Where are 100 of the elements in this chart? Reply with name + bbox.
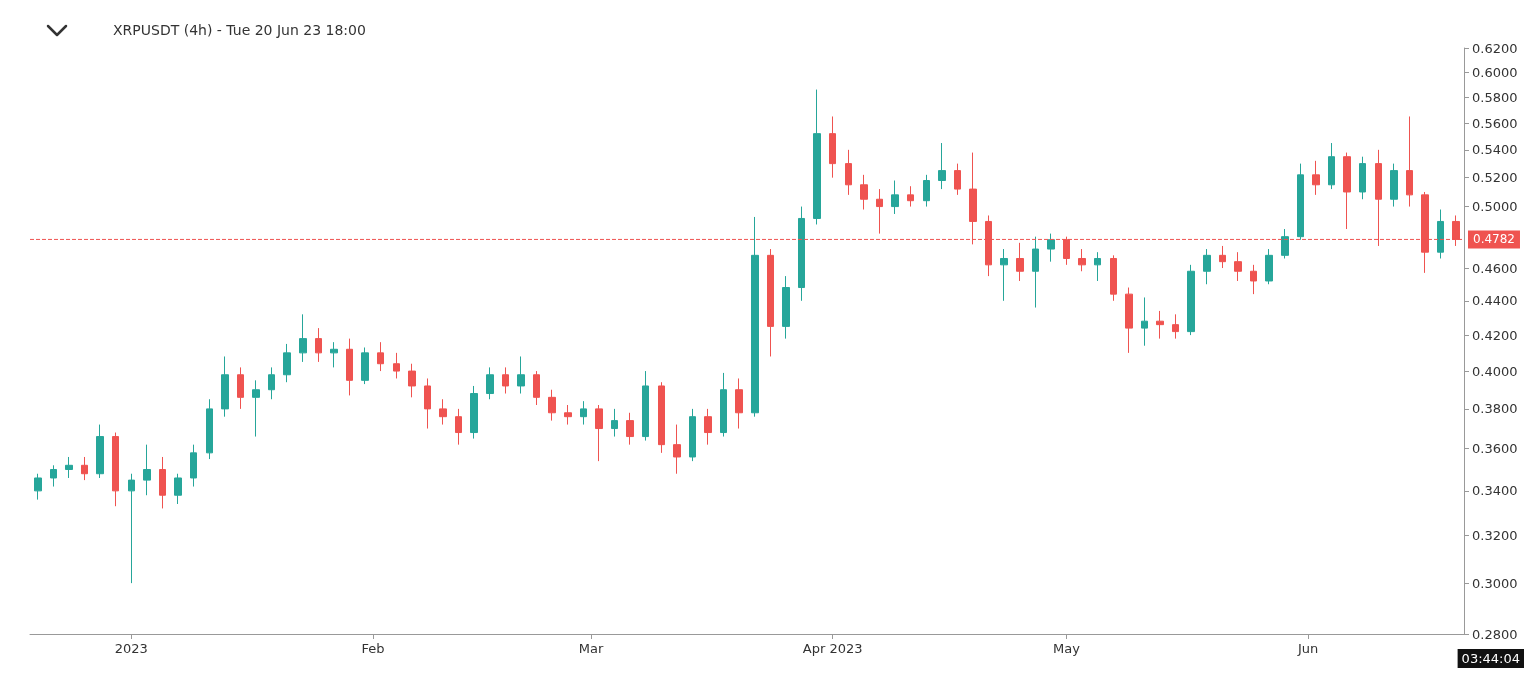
y-tick-label: 0.2800 — [1472, 626, 1518, 642]
y-tick-label: 0.4200 — [1472, 327, 1518, 343]
candlestick — [1359, 156, 1366, 200]
candlestick — [237, 366, 244, 410]
candlestick — [1125, 287, 1133, 354]
candlestick — [346, 338, 353, 396]
candlestick — [923, 174, 930, 208]
candlestick — [1016, 242, 1024, 282]
candlestick — [96, 424, 104, 479]
candlestick — [938, 142, 946, 190]
candlestick — [1328, 142, 1335, 190]
candlestick — [283, 343, 291, 383]
candlestick — [1312, 160, 1320, 196]
candlestick — [1032, 236, 1039, 309]
candlestick — [1172, 313, 1179, 340]
candlestick — [1297, 163, 1304, 241]
candlestick — [907, 185, 914, 208]
candlestick — [330, 341, 338, 368]
candlestick — [299, 313, 307, 363]
candlestick — [611, 408, 618, 438]
candlestick — [1406, 115, 1413, 208]
y-tick-label: 0.5600 — [1472, 115, 1518, 131]
candlestick — [143, 444, 151, 496]
y-tick-label: 0.4000 — [1472, 363, 1518, 379]
candlestick — [517, 355, 525, 395]
x-tick-label: Apr 2023 — [802, 641, 863, 656]
candlestick — [891, 180, 899, 215]
candlestick — [486, 366, 494, 400]
candlestick — [782, 275, 790, 340]
x-tick-label: Mar — [578, 641, 605, 656]
ref-line-label: 0.4782 — [1473, 232, 1515, 247]
candlestick — [424, 377, 431, 430]
x-tick-label: 2023 — [114, 641, 148, 656]
y-tick-label: 0.3400 — [1472, 483, 1518, 499]
candlestick — [735, 377, 743, 430]
candlestick — [65, 456, 73, 479]
candlestick — [845, 149, 852, 196]
candlestick — [439, 398, 447, 426]
x-tick-label: Jun — [1296, 641, 1319, 656]
y-tick-label: 0.5200 — [1472, 170, 1518, 186]
candlestick — [1141, 296, 1148, 347]
candlestick — [689, 408, 696, 462]
y-tick-label: 0.3800 — [1472, 401, 1518, 417]
candlestick — [1000, 248, 1008, 302]
candlestick — [829, 115, 836, 179]
candlestick — [580, 400, 587, 426]
candlestick — [50, 464, 57, 488]
y-tick-label: 0.4400 — [1472, 293, 1518, 309]
candlestick — [954, 163, 961, 196]
candlestick — [1219, 245, 1226, 269]
candlestick — [1343, 152, 1351, 230]
candlestick — [860, 174, 868, 211]
y-tick-label: 0.3000 — [1472, 575, 1518, 591]
candlestick — [221, 355, 229, 418]
candlestick — [455, 408, 462, 446]
candlestick — [268, 366, 275, 400]
candlestick — [626, 412, 634, 446]
candlestick — [1203, 248, 1211, 285]
candlestick — [673, 424, 681, 475]
candlestick — [377, 341, 384, 372]
candlestick — [393, 352, 400, 379]
candlestick — [751, 216, 759, 418]
y-tick-label: 0.5800 — [1472, 89, 1518, 105]
x-tick-label: May — [1053, 641, 1081, 656]
candlestick — [1110, 254, 1117, 302]
candlestick — [252, 379, 260, 438]
candlestick — [595, 404, 603, 462]
candlestick — [548, 389, 556, 422]
candlestick — [1187, 264, 1195, 336]
y-tick-label: 0.4600 — [1472, 260, 1518, 276]
candlestick — [206, 398, 213, 460]
candlestick — [128, 473, 135, 584]
candlestick — [1078, 248, 1086, 272]
candlestick — [81, 456, 88, 481]
y-tick-label: 0.3200 — [1472, 528, 1518, 544]
candlestick — [1047, 233, 1055, 263]
candlestick — [1437, 209, 1444, 259]
y-tick-label: 0.3600 — [1472, 441, 1518, 457]
candlestick — [704, 408, 712, 446]
candlestick — [174, 473, 182, 505]
candlestick — [564, 404, 572, 426]
candlestick — [408, 363, 416, 398]
candlestick — [1390, 163, 1398, 208]
text: 03:44:04 — [1461, 651, 1520, 666]
candlestick — [112, 432, 119, 507]
candlestick — [876, 188, 883, 235]
candlestick — [502, 366, 509, 395]
candlestick — [1094, 251, 1101, 282]
candlestick — [767, 248, 774, 357]
candlestick — [658, 381, 665, 454]
candlestick — [470, 385, 478, 440]
x-tick-label: Feb — [361, 641, 385, 656]
y-tick-label: 0.6200 — [1472, 40, 1518, 56]
candlestick — [813, 89, 821, 225]
candlestick — [798, 206, 805, 302]
candlestick — [190, 444, 197, 488]
candlestick — [642, 370, 649, 442]
candlestick — [533, 370, 540, 406]
candlestick — [361, 346, 369, 385]
candlestick — [1265, 248, 1273, 285]
